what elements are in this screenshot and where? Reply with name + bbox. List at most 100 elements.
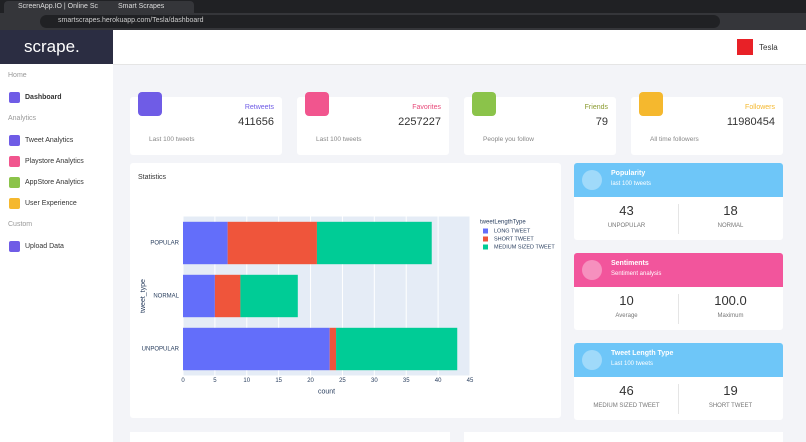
stat-label: Favorites [412, 104, 441, 111]
bar [316, 221, 432, 265]
nav-item[interactable]: Upload Data [25, 243, 64, 250]
bar [336, 327, 458, 371]
y-tick-label: UNPOPULAR [142, 347, 180, 353]
header [113, 30, 806, 65]
stat-label: Retweets [244, 104, 274, 111]
stat-value: 2257227 [398, 116, 441, 128]
bar [183, 274, 215, 318]
legend-swatch [483, 244, 488, 250]
x-tick-label: 15 [275, 378, 282, 384]
y-axis-label: tweet_type [140, 279, 147, 313]
info-value: 18 [723, 203, 738, 218]
divider [678, 204, 679, 234]
tab-title[interactable]: Smart Scrapes [118, 3, 165, 10]
user-name[interactable]: Tesla [759, 43, 778, 52]
section-title: Home [8, 72, 27, 79]
address-bar[interactable] [40, 15, 720, 28]
nav-icon[interactable] [9, 198, 20, 209]
stat-footer: Last 100 tweets [316, 136, 362, 143]
x-tick-label: 20 [307, 378, 314, 384]
logo[interactable]: scrape. [24, 37, 80, 56]
tab-bar [0, 0, 806, 13]
x-tick-label: 10 [243, 378, 250, 384]
legend-label: SHORT TWEET [494, 236, 534, 242]
bar [329, 327, 337, 371]
stat-footer: People you follow [483, 136, 534, 143]
x-axis-label: count [318, 388, 335, 395]
x-tick-label: 5 [213, 378, 217, 384]
stat-value: 11980454 [726, 116, 775, 128]
stat-icon [138, 92, 162, 116]
user-avatar[interactable] [737, 39, 753, 55]
info-card-header [574, 163, 783, 197]
stat-icon [305, 92, 329, 116]
tab-title[interactable]: ScreenApp.IO | Online Sc [18, 3, 99, 10]
info-value: 19 [723, 383, 738, 398]
tab[interactable] [4, 1, 194, 13]
stat-icon [472, 92, 496, 116]
stat-value: 79 [595, 116, 608, 128]
x-tick-label: 30 [371, 378, 378, 384]
nav-item[interactable]: Tweet Analytics [25, 137, 74, 144]
stat-value: 411656 [238, 116, 274, 128]
sidebar [0, 64, 113, 442]
info-card-subtitle: last 100 tweets [611, 181, 652, 187]
bar [183, 221, 228, 265]
divider [678, 294, 679, 324]
nav-item[interactable]: Dashboard [25, 94, 62, 101]
info-card-subtitle: Sentiment analysis [611, 271, 662, 277]
section-title: Custom [8, 221, 33, 228]
info-label: SHORT TWEET [708, 403, 753, 409]
info-card-title: Tweet Length Type [611, 350, 674, 357]
info-value: 43 [619, 203, 634, 218]
stat-footer: Last 100 tweets [149, 136, 195, 143]
info-label: UNPOPULAR [607, 223, 646, 229]
x-tick-label: 35 [403, 378, 410, 384]
y-tick-label: POPULAR [150, 241, 179, 247]
info-card-header [574, 343, 783, 377]
info-value: 46 [619, 383, 634, 398]
card [464, 432, 783, 442]
bar [183, 327, 330, 371]
info-card-title: Popularity [611, 170, 646, 177]
x-tick-label: 45 [467, 378, 474, 384]
info-card-title: Sentiments [611, 260, 649, 267]
legend-title: tweetLengthType [480, 220, 526, 226]
nav-icon[interactable] [9, 135, 20, 146]
info-card-subtitle: Last 100 tweets [611, 361, 654, 367]
bar [214, 274, 241, 318]
url[interactable]: smartscrapes.herokuapp.com/Tesla/dashboa… [58, 17, 204, 24]
x-tick-label: 40 [435, 378, 442, 384]
nav-item[interactable]: AppStore Analytics [25, 179, 84, 186]
stat-label: Friends [584, 104, 608, 111]
nav-item[interactable]: Playstore Analytics [25, 158, 84, 165]
info-card-icon [582, 350, 602, 370]
nav-item[interactable]: User Experience [25, 200, 77, 207]
nav-icon[interactable] [9, 156, 20, 167]
bar [240, 274, 298, 318]
chart-title: Statistics [138, 174, 167, 181]
info-card-icon [582, 170, 602, 190]
legend-label: LONG TWEET [494, 228, 531, 234]
x-tick-label: 0 [181, 378, 185, 384]
info-card-header [574, 253, 783, 287]
stat-label: Followers [745, 104, 775, 111]
info-value: 10 [619, 293, 634, 308]
divider [678, 384, 679, 414]
info-label: NORMAL [717, 223, 744, 229]
info-value: 100.0 [714, 293, 747, 308]
nav-icon[interactable] [9, 92, 20, 103]
logo-area [0, 30, 113, 64]
y-tick-label: NORMAL [153, 294, 179, 300]
section-title: Analytics [8, 115, 37, 122]
card [130, 432, 450, 442]
stat-footer: All time followers [650, 136, 699, 143]
x-tick-label: 25 [339, 378, 346, 384]
nav-icon[interactable] [9, 241, 20, 252]
nav-icon[interactable] [9, 177, 20, 188]
legend-swatch [483, 236, 488, 242]
info-card-icon [582, 260, 602, 280]
stat-icon [639, 92, 663, 116]
